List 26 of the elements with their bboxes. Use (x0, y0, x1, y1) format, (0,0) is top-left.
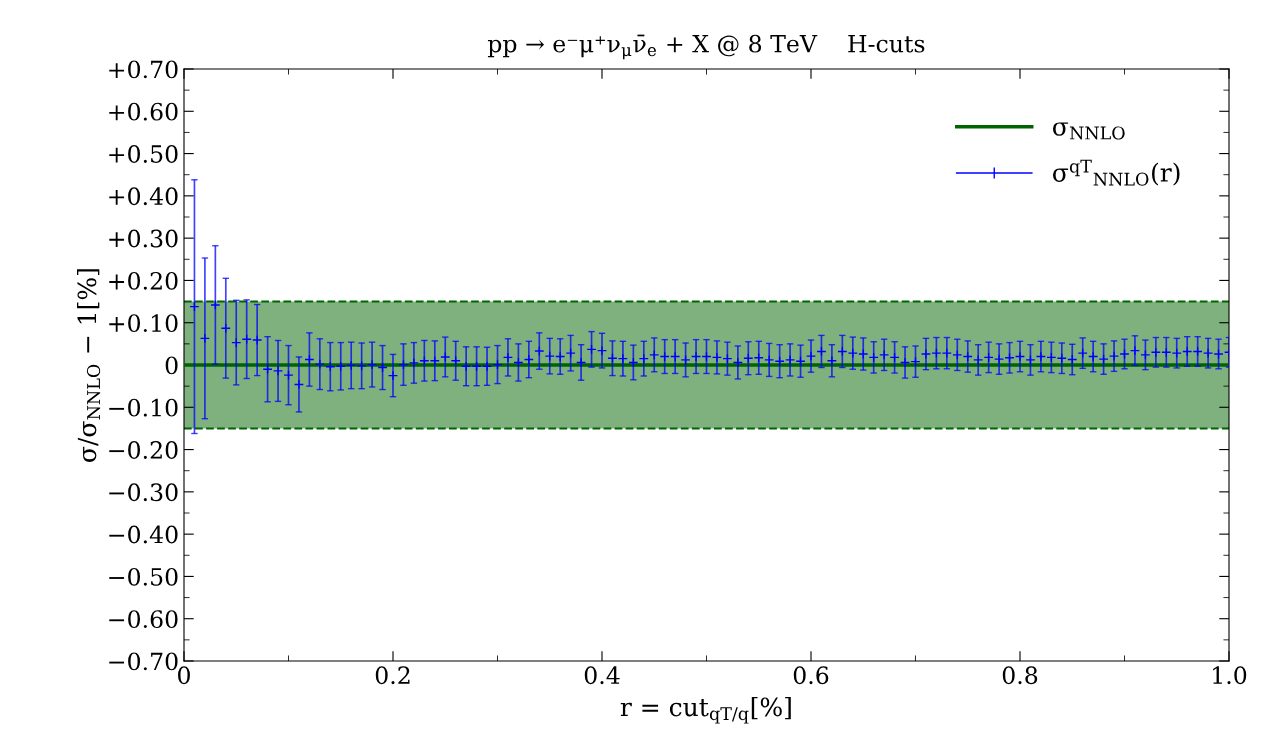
y-axis-title: σ/σ$_{NNLO}$ − 1[%] (77, 269, 101, 462)
x-tick-label: 0.2 (375, 666, 410, 685)
x-tick-label: 0.6 (793, 666, 829, 685)
chart-title: pp → e⁻μ⁺ν$_{μ}$ν̄$_{e}$ + X @ 8 TeV H-cuts (487, 34, 925, 60)
y-tick-label: +0.40 (109, 187, 178, 206)
x-tick-label: 0.8 (1002, 666, 1038, 685)
y-tick-label: −0.30 (109, 483, 178, 502)
y-tick-label: +0.30 (109, 229, 178, 248)
y-tick-label: −0.50 (109, 567, 178, 586)
y-tick-label: −0.10 (109, 398, 178, 417)
legend-label: σ$_{NNLO}$ (1053, 122, 1125, 140)
y-tick-label: 0 (165, 356, 178, 375)
x-tick-label: 0 (178, 666, 190, 685)
y-tick-label: +0.70 (109, 60, 178, 79)
x-tick-label: 1.0 (1213, 666, 1247, 685)
y-tick-label: −0.20 (109, 441, 178, 459)
x-tick-label: 0.4 (584, 666, 620, 685)
y-tick-label: −0.40 (109, 525, 178, 544)
y-tick-label: +0.10 (109, 314, 178, 333)
legend-label: σ$^{qT}$$_{NNLO}$(r) (1053, 159, 1180, 186)
y-tick-label: +0.60 (109, 102, 178, 121)
x-axis-title: r = cut$_{qT/q}$[%] (620, 697, 791, 724)
y-tick-label: −0.70 (109, 652, 178, 671)
y-tick-label: −0.60 (109, 610, 178, 629)
y-tick-label: +0.50 (109, 145, 178, 163)
y-tick-label: +0.20 (109, 271, 178, 290)
